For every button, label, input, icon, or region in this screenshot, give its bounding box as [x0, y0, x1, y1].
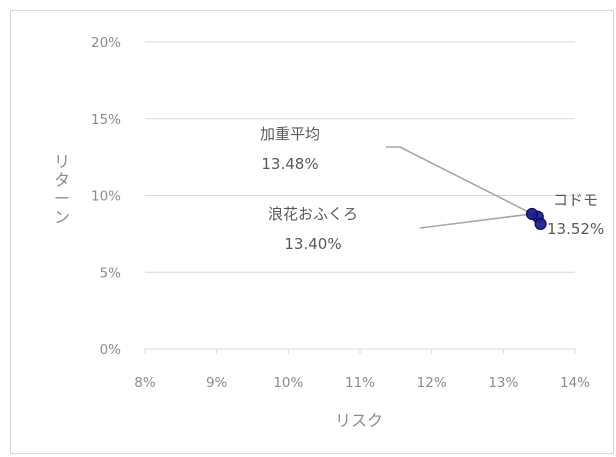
x-tick-label: 9%	[206, 375, 228, 391]
grid-layer	[145, 41, 575, 273]
y-tick-label: 5%	[100, 265, 122, 281]
data-label-name: コドモ	[553, 191, 598, 209]
y-tick-labels: 0% 5% 10% 15% 20%	[91, 35, 121, 358]
x-tick-labels: 8% 9% 10% 11% 12% 13% 14%	[134, 375, 590, 391]
x-axis-title: リスク	[335, 411, 383, 430]
data-points	[525, 207, 547, 230]
data-label-value: 13.40%	[284, 235, 341, 253]
data-label-value: 13.52%	[547, 220, 604, 238]
y-tick-label: 10%	[91, 189, 121, 205]
data-label-name: 加重平均	[260, 125, 320, 143]
x-tick-label: 8%	[134, 375, 156, 391]
x-tick-label: 10%	[273, 375, 303, 391]
y-tick-label: 15%	[91, 112, 121, 128]
x-tick-label: 13%	[488, 375, 518, 391]
y-tick-label: 20%	[91, 35, 121, 51]
leader-line	[419, 213, 533, 229]
leader-lines	[386, 146, 539, 229]
data-label-value: 13.48%	[261, 155, 318, 173]
axis-layer	[144, 348, 576, 354]
leader-line	[386, 146, 539, 218]
x-tick-label: 12%	[417, 375, 447, 391]
x-tick-label: 14%	[560, 375, 590, 391]
y-tick-label: 0%	[100, 342, 122, 358]
data-point	[534, 217, 547, 230]
x-tick-label: 11%	[345, 375, 375, 391]
data-labels: 加重平均 13.48% 浪花おふくろ 13.40% コドモ 13.52%	[260, 125, 604, 253]
y-axis-title: リターン	[54, 152, 70, 227]
chart-frame	[10, 10, 614, 454]
data-label-name: 浪花おふくろ	[268, 205, 358, 223]
data-point	[525, 207, 539, 221]
